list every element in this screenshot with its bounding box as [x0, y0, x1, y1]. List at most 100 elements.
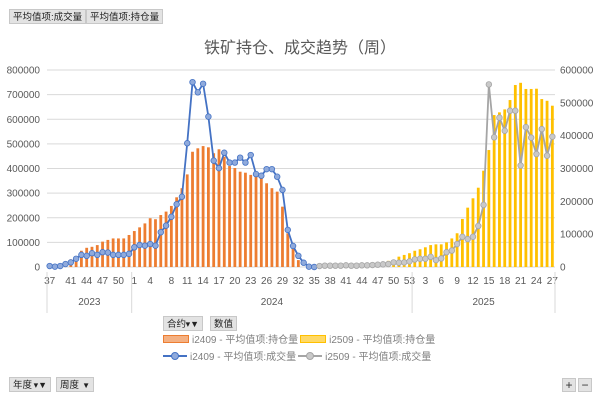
- point-i2509: [533, 150, 540, 158]
- bar-i2509: [519, 82, 523, 268]
- y-tick-label: 600000: [7, 115, 41, 126]
- bar-i2409: [212, 153, 216, 267]
- point-i2509: [549, 133, 556, 140]
- bar-i2509: [513, 85, 517, 268]
- point-i2509: [321, 262, 329, 269]
- point-i2409: [131, 244, 138, 251]
- bar-i2509: [508, 100, 512, 267]
- bar-i2509: [529, 88, 533, 268]
- point-i2409: [115, 251, 122, 259]
- x-tick-label: 44: [81, 276, 93, 287]
- legend-item-i2509-volume: i2509 - 平均值项:成交量: [298, 348, 431, 363]
- x-tick-label: 3: [423, 276, 429, 287]
- bar-i2509: [540, 99, 544, 268]
- point-i2509: [427, 253, 434, 261]
- point-i2509: [517, 162, 524, 169]
- point-i2409: [173, 201, 180, 208]
- y-tick-label: 800000: [7, 66, 41, 77]
- point-i2409: [146, 240, 154, 248]
- values-field-button[interactable]: 数值: [210, 316, 238, 331]
- x-tick-label: 29: [277, 276, 289, 287]
- point-i2409: [289, 242, 297, 250]
- point-i2509: [332, 262, 339, 269]
- point-i2509: [496, 114, 503, 121]
- point-i2409: [94, 251, 101, 259]
- bar-i2509: [471, 198, 475, 267]
- point-i2509: [374, 261, 381, 268]
- bar-i2409: [233, 168, 237, 267]
- point-i2509: [475, 222, 482, 230]
- filter-funnel-icon: ▾▼: [33, 380, 48, 390]
- y-tick-label: 700000: [7, 90, 41, 101]
- point-i2409: [178, 193, 186, 200]
- bar-i2509: [482, 170, 485, 267]
- point-i2409: [67, 259, 75, 266]
- bar-i2409: [222, 156, 226, 267]
- point-i2409: [157, 228, 164, 236]
- x-tick-label: 15: [483, 276, 495, 287]
- point-i2509: [353, 262, 360, 269]
- legend-swatch: [163, 334, 189, 343]
- point-i2509: [358, 262, 366, 269]
- x-tick-label: 41: [65, 276, 77, 287]
- bar-i2409: [259, 178, 263, 267]
- point-i2409: [51, 263, 59, 270]
- bar-i2409: [206, 147, 210, 267]
- value-field-button-oi[interactable]: 平均值项:持仓量: [86, 9, 164, 24]
- point-i2509: [501, 127, 508, 134]
- point-i2509: [411, 256, 418, 263]
- x-tick-label: 37: [44, 276, 56, 287]
- bar-i2409: [254, 176, 258, 267]
- point-i2409: [263, 165, 270, 173]
- point-i2509: [448, 247, 456, 254]
- point-i2409: [162, 222, 170, 229]
- point-i2409: [236, 154, 244, 161]
- collapse-button[interactable]: −: [578, 378, 592, 392]
- value-field-button-volume[interactable]: 平均值项:成交量: [9, 9, 87, 24]
- bar-i2509: [492, 115, 496, 267]
- point-i2509: [316, 262, 323, 270]
- year-label: 年度: [13, 380, 33, 391]
- x-tick-label: 18: [499, 276, 511, 287]
- legend-label: i2509 - 平均值项:持仓量: [329, 335, 436, 346]
- point-i2409: [184, 140, 191, 147]
- legend-label: i2409 - 平均值项:持仓量: [192, 335, 299, 346]
- y2-tick-label: 200000: [560, 197, 594, 208]
- bar-i2509: [434, 244, 438, 267]
- legend-swatch: [300, 334, 327, 343]
- bar-i2409: [291, 246, 295, 267]
- bar-i2409: [270, 188, 274, 267]
- point-i2509: [527, 134, 535, 141]
- point-i2509: [395, 259, 403, 266]
- point-i2509: [464, 235, 471, 243]
- bar-i2509: [487, 150, 491, 267]
- point-i2409: [72, 255, 80, 262]
- bar-i2409: [249, 174, 253, 267]
- expand-button[interactable]: +: [562, 378, 576, 392]
- point-i2409: [141, 242, 149, 249]
- legend-line-marker: [298, 351, 323, 360]
- point-i2509: [369, 261, 376, 269]
- year-field-button[interactable]: 年度 ▾▼: [9, 377, 52, 392]
- point-i2409: [205, 113, 212, 120]
- point-i2409: [226, 159, 233, 166]
- point-i2409: [247, 151, 254, 159]
- x-tick-label: 47: [372, 276, 384, 287]
- point-i2509: [506, 107, 514, 114]
- point-i2509: [443, 249, 450, 256]
- bar-i2509: [535, 88, 538, 267]
- bar-i2409: [244, 172, 247, 267]
- y2-tick-label: 300000: [560, 164, 594, 175]
- point-i2509: [485, 81, 493, 88]
- week-field-button[interactable]: 周度 ▼: [56, 377, 95, 392]
- point-i2509: [522, 123, 530, 131]
- contract-field-button[interactable]: 合约 ▾▼: [163, 316, 204, 331]
- bar-i2409: [265, 183, 269, 267]
- bar-i2509: [498, 112, 501, 267]
- point-i2409: [88, 250, 96, 257]
- bar-i2409: [196, 148, 200, 267]
- point-i2509: [326, 262, 334, 269]
- x-tick-label: 38: [325, 276, 337, 287]
